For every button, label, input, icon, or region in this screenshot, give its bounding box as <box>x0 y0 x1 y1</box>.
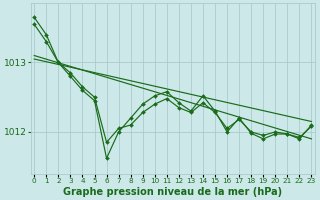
X-axis label: Graphe pression niveau de la mer (hPa): Graphe pression niveau de la mer (hPa) <box>63 187 283 197</box>
